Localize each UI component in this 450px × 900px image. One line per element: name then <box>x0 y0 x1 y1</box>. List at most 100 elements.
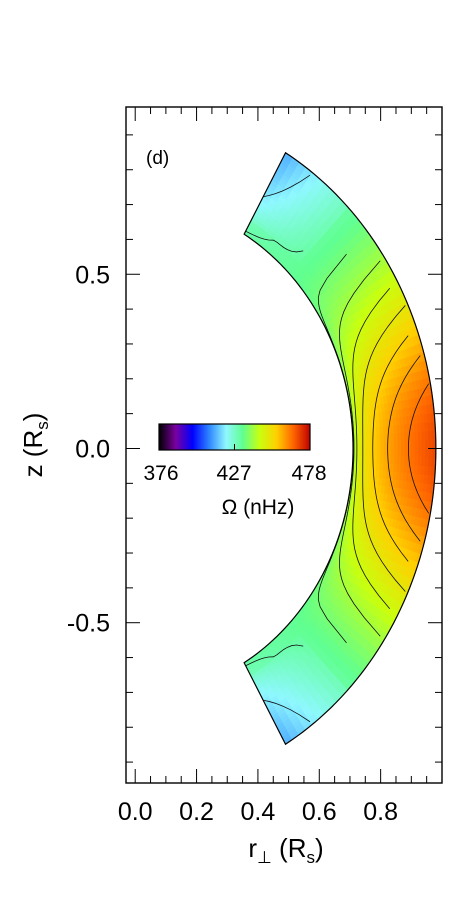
heatmap-cell <box>376 455 381 464</box>
domain-outline <box>243 151 437 746</box>
heatmap-cell <box>363 448 368 456</box>
heatmap-cell <box>425 439 430 449</box>
heatmap-cell <box>400 448 406 457</box>
heatmap-cell <box>424 456 430 467</box>
contour-line <box>245 230 304 253</box>
heatmap-cell <box>400 456 406 465</box>
heatmap-cell <box>425 448 430 458</box>
heatmap-cell <box>383 433 388 442</box>
heatmap-cell <box>428 456 433 467</box>
heatmap-cell <box>390 448 395 457</box>
contour-line <box>263 174 311 198</box>
heatmap-cell <box>380 448 385 457</box>
x-axis-title: r⊥ (Rs) <box>248 833 323 867</box>
heatmap-cell <box>421 456 426 467</box>
heatmap-cell <box>390 455 395 465</box>
heatmap-cell <box>397 448 402 457</box>
contour-line <box>407 383 430 449</box>
heatmap-cell <box>424 430 430 441</box>
rotation-heatmap <box>243 152 437 745</box>
heatmap-cell <box>421 448 426 458</box>
heatmap-cell <box>411 448 416 458</box>
heatmap-cell <box>376 448 381 457</box>
contour-line <box>339 448 381 637</box>
heatmap-cell <box>390 440 395 449</box>
contour-line <box>407 448 430 514</box>
heatmap-cell <box>373 433 378 442</box>
heatmap-cell <box>363 441 368 449</box>
heatmap-cell <box>411 431 416 441</box>
heatmap-cell <box>373 448 378 456</box>
heatmap-cell <box>417 456 423 466</box>
x-axis-ticks: 0.0 0.2 0.4 0.6 0.8 <box>118 107 443 826</box>
heatmap-cell <box>397 440 402 449</box>
heatmap-cell <box>383 448 388 457</box>
heatmap-cell <box>373 440 378 449</box>
heatmap-cell <box>417 431 423 441</box>
contour-line <box>245 644 304 667</box>
heatmap-cell <box>362 454 368 463</box>
x-tick-label: 0.8 <box>363 798 398 826</box>
heatmap-cell <box>404 431 409 441</box>
heatmap-cell <box>393 455 399 465</box>
x-tick-label: 0.2 <box>179 798 214 826</box>
heatmap-cell <box>379 455 385 464</box>
heatmap-cell <box>394 448 399 457</box>
heatmap-cell <box>400 440 406 449</box>
heatmap-cell <box>366 441 371 449</box>
heatmap-cell <box>394 440 399 449</box>
heatmap-cell <box>404 440 409 449</box>
plot-area <box>243 151 437 746</box>
heatmap-cell <box>390 432 395 442</box>
heatmap-cell <box>428 439 433 449</box>
heatmap-cell <box>379 433 385 442</box>
heatmap-cell <box>380 440 385 449</box>
y-axis-ticks: 0.5 0.0 -0.5 <box>67 134 442 763</box>
contour-line <box>263 699 311 723</box>
contour-line <box>339 260 381 449</box>
colorbar-label-mid: 427 <box>216 462 251 485</box>
heatmap-cell <box>414 456 419 466</box>
heatmap-cell <box>418 439 423 449</box>
y-axis-title-main: z (R <box>18 430 48 478</box>
heatmap-cell <box>421 439 426 449</box>
heatmap-cell <box>400 432 406 441</box>
y-tick-label: 0.5 <box>75 261 110 289</box>
y-tick-label: -0.5 <box>67 610 110 638</box>
heatmap-cell <box>418 448 423 458</box>
y-axis-title: z (Rs) <box>18 413 52 478</box>
contour-line <box>387 355 421 449</box>
heatmap-cell <box>404 448 409 457</box>
heatmap-cell <box>366 455 371 463</box>
heatmap-cell <box>428 448 433 458</box>
heatmap-cell <box>362 434 368 443</box>
heatmap-cell <box>373 455 378 464</box>
heatmap-cell <box>397 455 402 465</box>
contour-line <box>362 305 406 449</box>
heatmap-cell <box>366 434 371 442</box>
x-axis-title-close: ) <box>315 833 324 863</box>
x-tick-label: 0.0 <box>118 798 153 826</box>
panel-label: (d) <box>146 148 169 169</box>
plot-frame <box>125 106 443 784</box>
x-tick-label: 0.6 <box>302 798 337 826</box>
heatmap-cell <box>411 456 416 466</box>
contour-line <box>352 448 391 609</box>
colorbar-label-min: 376 <box>143 462 178 485</box>
colorbar: 376 427 478 Ω (nHz) <box>143 423 327 519</box>
heatmap-cell <box>397 432 402 441</box>
x-axis-title-main: r <box>248 833 257 863</box>
contour-line <box>372 335 409 449</box>
x-axis-title-sub: ⊥ <box>257 848 272 867</box>
heatmap-cell <box>366 448 371 456</box>
y-tick-label: 0.0 <box>75 435 110 463</box>
heatmap-cell <box>383 455 388 464</box>
heatmap-cell <box>393 432 399 442</box>
x-tick-label: 0.4 <box>241 798 276 826</box>
y-axis-title-sub: s <box>33 421 52 430</box>
heatmap-cell <box>383 440 388 449</box>
x-axis-title-rest: (R <box>272 833 307 863</box>
heatmap-cell <box>376 433 381 442</box>
contour-line <box>352 287 391 449</box>
